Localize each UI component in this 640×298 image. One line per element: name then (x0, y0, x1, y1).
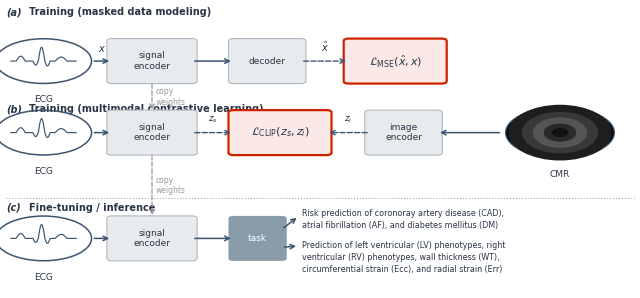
Ellipse shape (543, 123, 577, 142)
Text: Fine-tuning / inference: Fine-tuning / inference (29, 203, 155, 213)
Text: Training (masked data modeling): Training (masked data modeling) (29, 7, 211, 18)
Text: CMR: CMR (550, 170, 570, 179)
FancyBboxPatch shape (365, 110, 442, 155)
Text: $\mathcal{L}_{\mathrm{CLIP}}(z_s,z_i)$: $\mathcal{L}_{\mathrm{CLIP}}(z_s,z_i)$ (251, 126, 309, 139)
Text: ECG: ECG (34, 273, 53, 282)
Text: atrial fibrillation (AF), and diabetes mellitus (DM): atrial fibrillation (AF), and diabetes m… (302, 221, 499, 230)
Text: Risk prediction of coronoray artery disease (CAD),: Risk prediction of coronoray artery dise… (302, 209, 504, 218)
Ellipse shape (532, 117, 588, 148)
Text: $x$: $x$ (98, 44, 106, 54)
Text: decoder: decoder (249, 57, 285, 66)
Ellipse shape (508, 105, 612, 160)
Text: signal
encoder: signal encoder (134, 123, 170, 142)
Text: ECG: ECG (34, 167, 53, 176)
Text: ECG: ECG (34, 95, 53, 104)
Text: copy
weights: copy weights (155, 176, 185, 195)
Text: Training (multimodal contrastive learning): Training (multimodal contrastive learnin… (29, 104, 264, 114)
FancyBboxPatch shape (228, 39, 306, 83)
FancyBboxPatch shape (228, 110, 332, 155)
Text: $\mathcal{L}_{\mathrm{MSE}}(\hat{x},x)$: $\mathcal{L}_{\mathrm{MSE}}(\hat{x},x)$ (369, 53, 422, 69)
FancyBboxPatch shape (107, 39, 197, 83)
FancyBboxPatch shape (344, 39, 447, 83)
Text: signal
encoder: signal encoder (134, 51, 170, 71)
Text: (a): (a) (6, 7, 22, 18)
Text: task: task (248, 234, 267, 243)
FancyBboxPatch shape (228, 216, 287, 261)
Text: $z_s$: $z_s$ (208, 115, 218, 125)
Text: circumferential strain (Ecc), and radial strain (Err): circumferential strain (Ecc), and radial… (302, 265, 502, 274)
Text: (c): (c) (6, 203, 21, 213)
Text: $\hat{x}$: $\hat{x}$ (321, 39, 329, 54)
FancyBboxPatch shape (107, 216, 197, 261)
FancyBboxPatch shape (107, 110, 197, 155)
Circle shape (506, 107, 614, 158)
Text: image
encoder: image encoder (385, 123, 422, 142)
Text: $z_i$: $z_i$ (344, 115, 353, 125)
Text: signal
encoder: signal encoder (134, 229, 170, 248)
Text: ventricular (RV) phenotypes, wall thickness (WT),: ventricular (RV) phenotypes, wall thickn… (302, 253, 500, 262)
Ellipse shape (522, 112, 598, 153)
Text: Prediction of left ventricular (LV) phenotypes, right: Prediction of left ventricular (LV) phen… (302, 241, 506, 250)
Text: copy
weights: copy weights (155, 87, 185, 107)
Text: (b): (b) (6, 104, 22, 114)
Ellipse shape (552, 128, 568, 137)
